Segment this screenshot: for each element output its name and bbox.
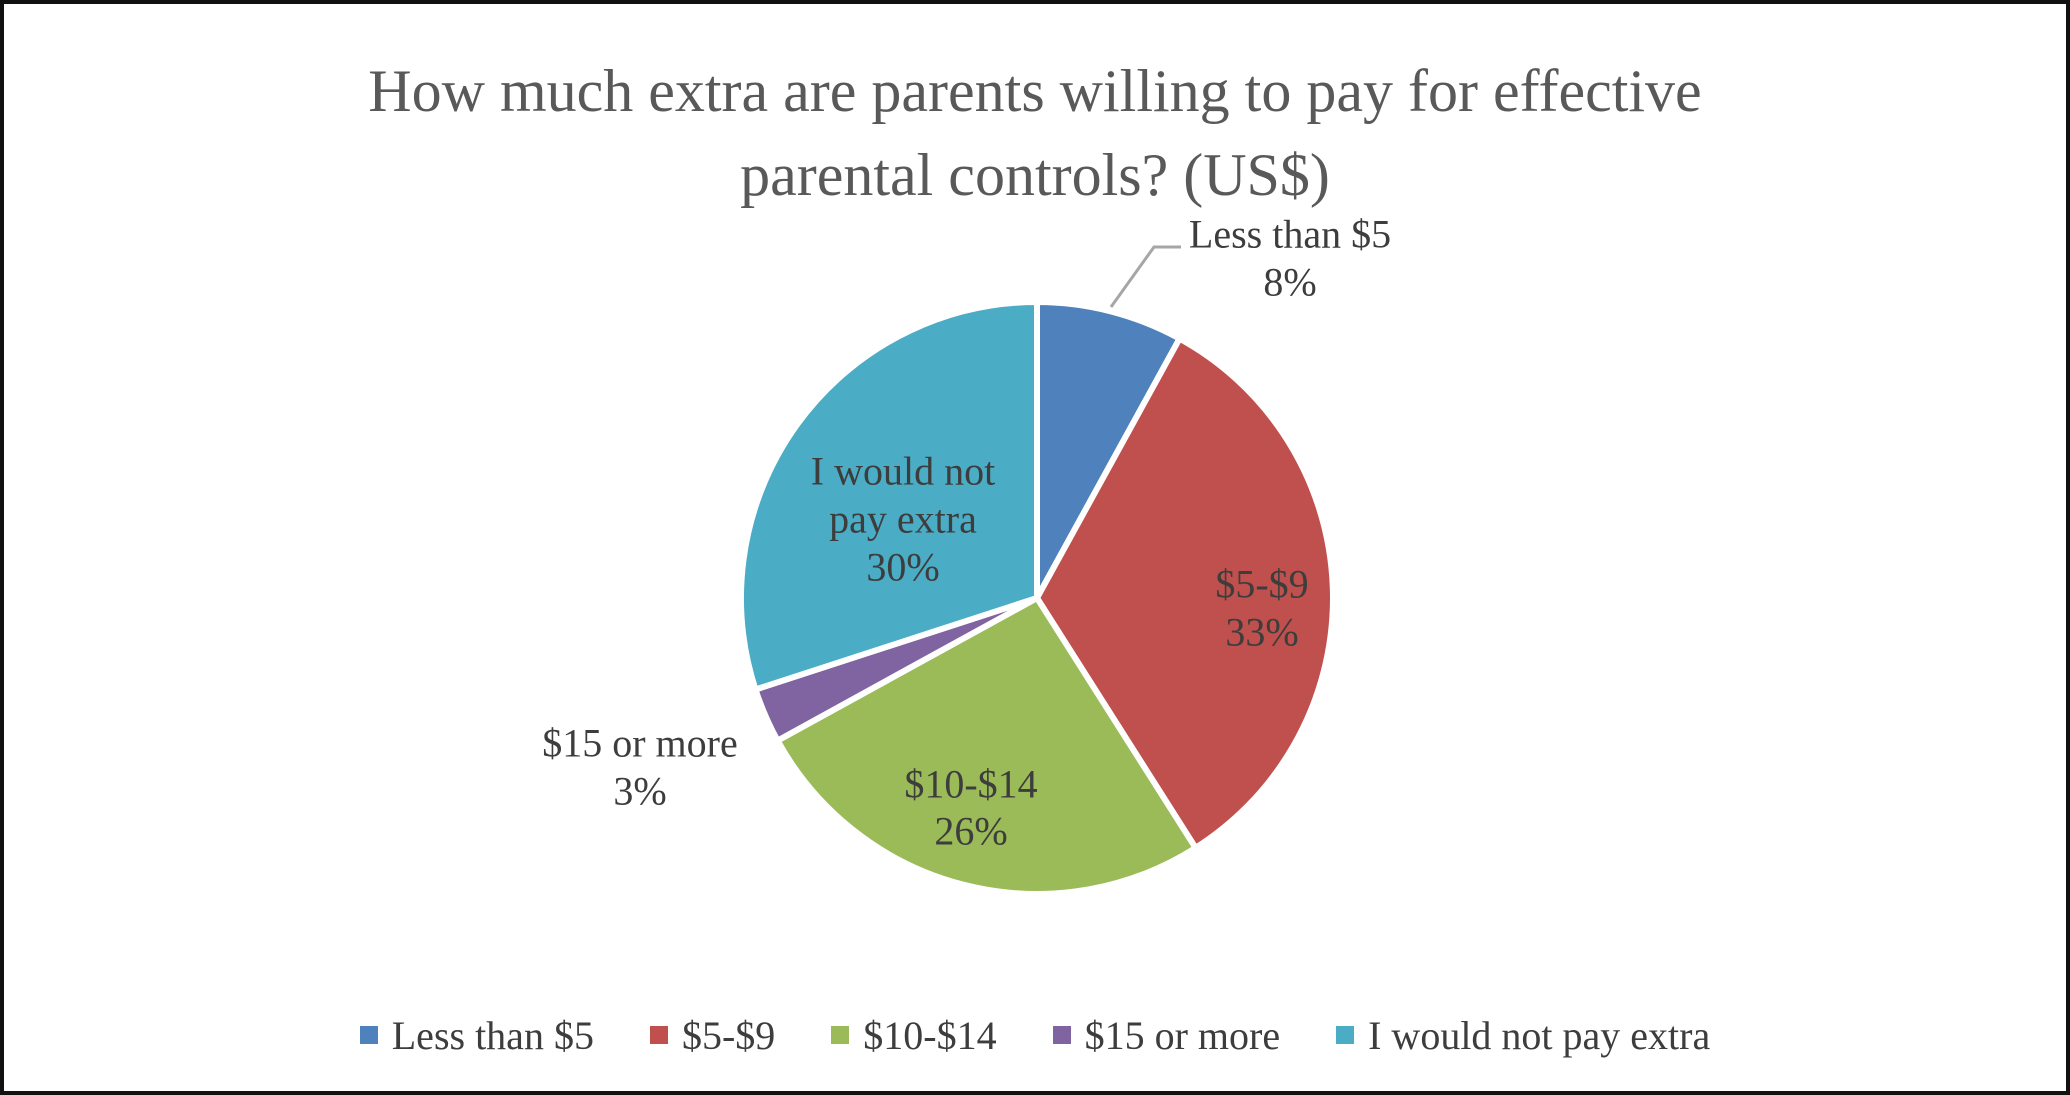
pie-slices [738,298,1336,897]
slice-label-10-14: $10-$14 26% [904,762,1037,854]
chart-title: How much extra are parents willing to pa… [4,49,2066,217]
leader-line [1109,245,1181,308]
slice-label-i-would-not-pay-extra: I would not pay extra 30% [811,449,995,590]
pie-slice-10-14 [773,594,1200,897]
legend-label-10-14: $10-$14 [863,1012,997,1058]
legend-item-less-than-5: Less than $5 [359,1012,594,1059]
pie-slice-5-9 [1033,334,1336,853]
pie-slice-i-would-not-pay-extra [738,298,1040,694]
pie-chart: Less than $5 8% $5-$9 33% $10-$14 26% $15 or m… [542,212,1391,897]
slice-labels: Less than $5 8% $5-$9 33% $10-$14 26% $15 or m… [542,212,1391,854]
legend-item-5-9: $5-$9 [649,1012,776,1059]
legend-swatch-15-or-more [1052,1026,1071,1044]
legend-label-i-would-not-pay-extra: I would not pay extra [1368,1012,1711,1058]
legend-swatch-10-14 [831,1026,850,1044]
slice-label-less-than-5: Less than $5 8% [1189,212,1391,305]
slice-label-5-9: $5-$9 33% [1215,562,1308,655]
legend-swatch-i-would-not-pay-extra [1336,1026,1355,1044]
legend-item-15-or-more: $15 or more [1052,1012,1281,1059]
chart-legend: Less than $5 $5-$9 $10-$14 $15 or more I wou… [4,1004,2066,1066]
legend-swatch-less-than-5 [359,1026,378,1044]
legend-item-i-would-not-pay-extra: I would not pay extra [1336,1012,1710,1059]
legend-label-less-than-5: Less than $5 [391,1012,594,1058]
chart-title-line1: How much extra are parents willing to pa… [368,58,1702,124]
legend-swatch-5-9 [649,1026,668,1044]
legend-item-10-14: $10-$14 [831,1012,997,1059]
legend-label-5-9: $5-$9 [681,1012,776,1058]
legend-label-15-or-more: $15 or more [1084,1012,1281,1058]
pie-slice-less-than-5 [1034,298,1184,600]
chart-title-line2: parental controls? (US$) [740,142,1330,208]
slice-label-15-or-more: $15 or more 3% [542,721,738,814]
